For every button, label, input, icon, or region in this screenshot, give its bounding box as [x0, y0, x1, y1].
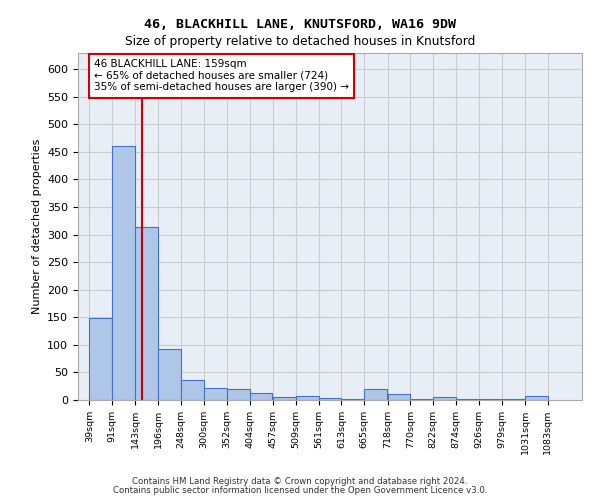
Bar [341, 399, 364, 400]
Text: 46 BLACKHILL LANE: 159sqm
← 65% of detached houses are smaller (724)
35% of semi: 46 BLACKHILL LANE: 159sqm ← 65% of detac… [94, 59, 349, 92]
Bar [204, 388, 227, 400]
Bar [525, 396, 548, 400]
Bar [433, 396, 456, 400]
Text: Contains public sector information licensed under the Open Government Licence v3: Contains public sector information licen… [113, 486, 487, 495]
Bar [181, 380, 204, 400]
Bar [135, 228, 158, 400]
Bar [296, 396, 319, 400]
Text: Size of property relative to detached houses in Knutsford: Size of property relative to detached ho… [125, 35, 475, 48]
Bar [388, 394, 410, 400]
Y-axis label: Number of detached properties: Number of detached properties [32, 138, 41, 314]
Bar [273, 397, 296, 400]
Bar [250, 393, 272, 400]
Bar [319, 398, 341, 400]
Bar [410, 399, 433, 400]
Text: Contains HM Land Registry data © Crown copyright and database right 2024.: Contains HM Land Registry data © Crown c… [132, 477, 468, 486]
Bar [112, 146, 135, 400]
Bar [158, 350, 181, 400]
Bar [364, 389, 387, 400]
Bar [227, 389, 250, 400]
Text: 46, BLACKHILL LANE, KNUTSFORD, WA16 9DW: 46, BLACKHILL LANE, KNUTSFORD, WA16 9DW [144, 18, 456, 30]
Bar [89, 318, 112, 400]
